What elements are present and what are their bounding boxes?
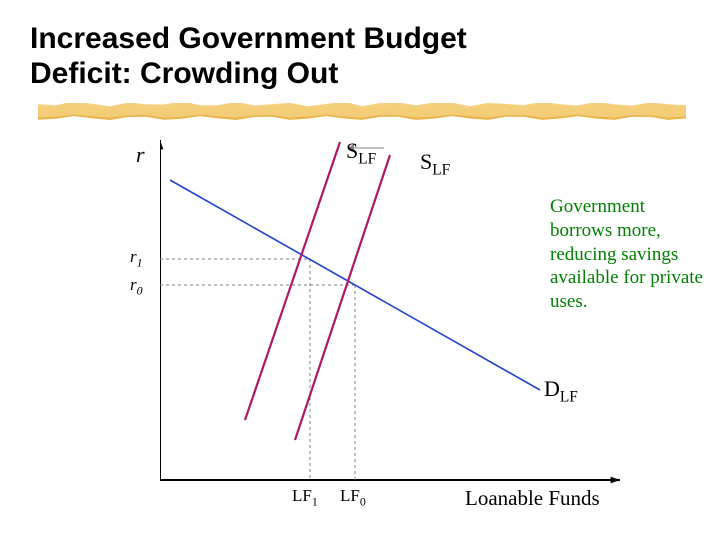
lf0-label: LF0 — [340, 486, 366, 509]
title-underline-brush — [38, 103, 686, 135]
lf1-label: LF1 — [292, 486, 318, 509]
s-lf-label-right: SLF — [420, 149, 450, 179]
x-axis-label: Loanable Funds — [465, 486, 600, 511]
title-line1: Increased Government Budget — [30, 22, 467, 55]
annotation-text: Government borrows more, reducing saving… — [550, 196, 703, 312]
r1-label: r1 — [130, 247, 143, 270]
slide-title: Increased Government Budget Deficit: Cro… — [30, 22, 467, 91]
r0-label: r0 — [130, 275, 143, 298]
d-lf-label: DLF — [544, 376, 578, 406]
title-line2: Deficit: Crowding Out — [30, 57, 338, 90]
y-axis-label: r — [136, 142, 145, 168]
s-lf-label-left: SLF — [346, 138, 376, 168]
side-annotation: Government borrows more, reducing saving… — [550, 195, 705, 314]
